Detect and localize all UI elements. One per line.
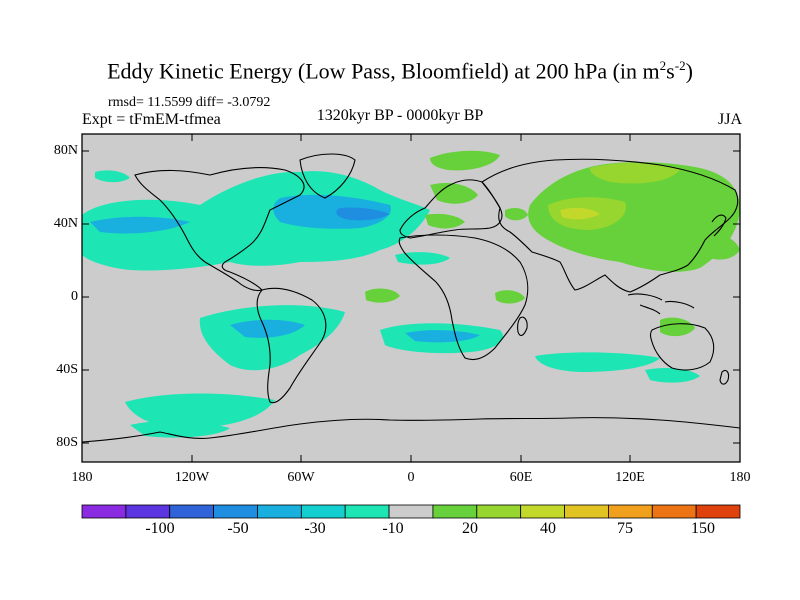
- colorbar-label: -50: [227, 520, 249, 537]
- lat-label-80s: 80S: [56, 435, 78, 450]
- colorbar-label: -10: [382, 520, 404, 537]
- colorbar-box: [388, 504, 434, 519]
- north-africa-positive: [505, 207, 528, 221]
- tropical-atlantic-positive: [365, 288, 400, 303]
- colorbar-box: [564, 504, 609, 519]
- arctic-europe-positive: [430, 150, 500, 171]
- colorbar-box: [520, 504, 565, 519]
- colorbar-box: [651, 504, 697, 519]
- colorbar-box: [81, 504, 127, 519]
- lon-label-120e: 120E: [615, 470, 645, 485]
- siberia-positive: [590, 162, 680, 184]
- season-label: JJA: [717, 111, 742, 128]
- lon-label-180-east: 180: [729, 470, 751, 485]
- north-atlantic-negative-region: [82, 171, 430, 271]
- south-america-coast: [256, 287, 327, 404]
- lat-label-40n: 40N: [53, 216, 78, 231]
- colorbar-box: [695, 504, 741, 519]
- plot-title: Eddy Kinetic Energy (Low Pass, Bloomfiel…: [107, 58, 693, 84]
- australia-coast: [649, 323, 715, 371]
- colorbar-label: 40: [540, 520, 556, 537]
- colorbar-box: [257, 504, 302, 519]
- greenland-coast: [299, 153, 356, 199]
- colorbar-box: [169, 504, 214, 519]
- period-label: 1320kyr BP - 0000kyr BP: [316, 107, 484, 124]
- colorbar-label: -30: [304, 520, 326, 537]
- colorbar-box: [300, 504, 346, 519]
- lon-label-0: 0: [407, 470, 415, 485]
- mediterranean-positive: [425, 213, 465, 229]
- eurasia-positive-peak: [560, 207, 600, 220]
- indian-ocean-negative: [535, 352, 660, 372]
- colorbar-label: -100: [145, 520, 175, 537]
- north-pacific-core: [90, 216, 190, 234]
- lon-ticks: [81, 134, 741, 462]
- lat-label-80n: 80N: [53, 143, 78, 158]
- madagascar-coast: [517, 316, 528, 337]
- antarctica-coast: [82, 417, 740, 443]
- colorbar-box: [213, 504, 258, 519]
- lat-label-0: 0: [71, 289, 78, 304]
- southern-ocean-west-negative: [125, 393, 275, 429]
- lon-label-120w: 120W: [174, 470, 210, 485]
- experiment-label: Expt = tFmEM-tfmea: [82, 111, 221, 128]
- anomaly-field: [82, 150, 740, 438]
- colorbar-label: 75: [617, 520, 633, 537]
- south-pacific-core: [230, 319, 305, 338]
- east-asia-positive: [700, 233, 740, 260]
- lon-label-180-west: 180: [71, 470, 93, 485]
- tropical-africa-positive: [495, 290, 525, 304]
- colorbar-box: [476, 504, 522, 519]
- colorbar-label: 20: [462, 520, 478, 537]
- australia-south-negative: [645, 368, 700, 383]
- north-america-coast: [134, 166, 305, 292]
- south-pacific-negative: [199, 305, 345, 371]
- scandinavia-positive: [430, 183, 478, 204]
- lon-label-60w: 60W: [287, 470, 315, 485]
- africa-coast: [398, 234, 529, 361]
- eurasia-positive-region: [528, 162, 740, 272]
- colorbar-box: [344, 504, 390, 519]
- colorbar-box: [125, 504, 171, 519]
- asia-coast: [481, 158, 739, 293]
- pacific-tropical-negative: [130, 246, 190, 260]
- lat-ticks: [82, 150, 740, 444]
- africa-negative: [395, 252, 450, 265]
- colorbar-box: [608, 504, 653, 519]
- coastlines: [82, 153, 740, 443]
- colorbar-label: 150: [691, 520, 715, 537]
- stats-label: rmsd= 11.5599 diff= -3.0792: [108, 95, 271, 110]
- indian-positive: [660, 317, 695, 337]
- lat-label-40s: 40S: [56, 362, 78, 377]
- japan-coast: [711, 214, 727, 237]
- new-zealand-coast: [719, 369, 730, 385]
- arctic-canada-negative: [95, 170, 130, 183]
- lon-label-60e: 60E: [509, 470, 533, 485]
- colorbar: [81, 504, 741, 519]
- north-atlantic-strong-core: [336, 207, 390, 221]
- indonesia-coast: [627, 293, 695, 315]
- colorbar-box: [432, 504, 478, 519]
- south-atlantic-core: [405, 330, 480, 343]
